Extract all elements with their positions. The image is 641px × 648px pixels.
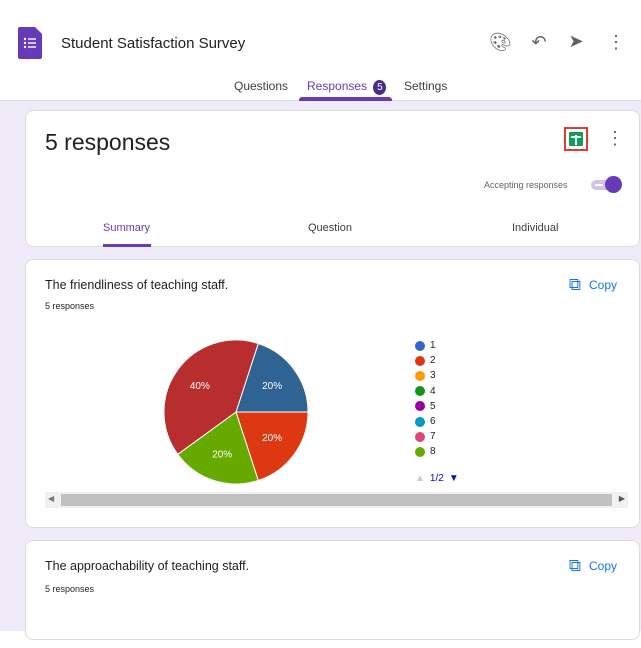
legend-label: 8 (430, 446, 436, 458)
legend-item[interactable]: 4 (415, 384, 436, 399)
sheets-icon (569, 132, 583, 146)
scroll-right-icon[interactable]: ▶ (618, 494, 625, 503)
legend-label: 1 (430, 340, 436, 352)
legend-item[interactable]: 8 (415, 444, 436, 459)
subtab-indicator (103, 244, 151, 247)
scrollbar-thumb[interactable] (61, 494, 612, 506)
more-options-icon[interactable]: ⋮ (606, 128, 624, 148)
legend-dot-icon (415, 446, 425, 457)
legend-dot-icon (415, 355, 425, 366)
pie-slice-8[interactable] (177, 411, 259, 485)
pie-slice-label: 20% (262, 433, 282, 444)
legend-label: 2 (430, 355, 436, 367)
pie-slice-1[interactable] (235, 342, 309, 413)
legend-item[interactable]: 6 (415, 414, 436, 429)
legend-pager: ▲ 1/2 ▼ (415, 473, 459, 484)
legend-prev-icon[interactable]: ▲ (415, 473, 425, 484)
response-count: 5 responses (45, 301, 95, 311)
summary-card: 5 responses ⋮ Accepting responses Summar… (25, 110, 640, 247)
accepting-responses-toggle[interactable] (591, 176, 622, 193)
pie-chart: 20% 20% 20% 40% (163, 339, 309, 485)
pie-slice-10[interactable] (163, 339, 259, 456)
horizontal-scrollbar[interactable]: ◀ ▶ (45, 492, 628, 508)
legend-item[interactable]: 5 (415, 399, 436, 414)
send-icon[interactable]: ➤ (568, 31, 584, 51)
legend-item[interactable]: 2 (415, 353, 436, 368)
copy-icon: ⧉ (568, 556, 581, 575)
question-card: The approachability of teaching staff. 5… (25, 540, 640, 640)
legend-next-icon[interactable]: ▼ (448, 473, 459, 484)
tab-responses[interactable]: Responses 5 (307, 79, 387, 95)
more-options-icon[interactable]: ⋮ (607, 32, 625, 52)
legend-label: 7 (430, 431, 436, 443)
subtab-summary[interactable]: Summary (103, 222, 151, 234)
scroll-left-icon[interactable]: ◀ (48, 494, 55, 503)
responses-count-badge: 5 (373, 80, 387, 95)
accepting-responses-label: Accepting responses (484, 180, 568, 190)
subtab-question[interactable]: Question (308, 222, 353, 234)
form-title[interactable]: Student Satisfaction Survey (61, 35, 246, 52)
legend-dot-icon (415, 370, 425, 381)
response-count: 5 responses (45, 584, 95, 594)
responses-count-title: 5 responses (45, 129, 171, 155)
legend-label: 4 (430, 385, 436, 397)
legend-dot-icon (415, 416, 425, 427)
legend-page-label: 1/2 (429, 473, 444, 484)
forms-logo-icon[interactable] (18, 27, 42, 59)
legend-dot-icon (415, 401, 425, 412)
copy-chart-button[interactable]: ⧉ Copy (569, 556, 617, 576)
palette-icon[interactable]: 🎨︎ (489, 32, 512, 52)
legend-dot-icon (415, 431, 425, 442)
undo-icon[interactable]: ↶ (531, 32, 547, 52)
legend-label: 5 (430, 400, 436, 412)
copy-chart-button[interactable]: ⧉ Copy (569, 275, 617, 295)
copy-icon: ⧉ (568, 275, 581, 294)
legend-item[interactable]: 3 (415, 368, 436, 383)
pie-slice-label: 40% (190, 381, 210, 392)
tab-questions[interactable]: Questions (234, 79, 289, 93)
pie-slice-label: 20% (262, 381, 282, 392)
tab-settings[interactable]: Settings (404, 79, 448, 93)
pie-slice-label: 20% (212, 449, 232, 460)
view-in-sheets-button[interactable] (564, 127, 588, 151)
question-title: The friendliness of teaching staff. (45, 278, 229, 292)
legend-label: 3 (430, 370, 436, 382)
legend-dot-icon (415, 340, 425, 351)
tab-responses-label: Responses (307, 79, 368, 93)
copy-label: Copy (588, 559, 617, 573)
active-tab-indicator (299, 97, 392, 101)
pie-slice-2[interactable] (235, 411, 309, 482)
legend-item[interactable]: 1 (415, 338, 436, 353)
app-header: Student Satisfaction Survey 🎨︎ ↶ ➤ ⋮ Que… (0, 0, 641, 101)
chart-legend: 1 2 3 4 5 6 7 8 (415, 338, 436, 460)
legend-label: 6 (430, 416, 436, 428)
question-title: The approachability of teaching staff. (45, 559, 250, 573)
question-card: The friendliness of teaching staff. 5 re… (25, 259, 640, 528)
subtab-individual[interactable]: Individual (512, 222, 559, 234)
legend-item[interactable]: 7 (415, 429, 436, 444)
legend-dot-icon (415, 386, 425, 397)
copy-label: Copy (588, 278, 617, 292)
